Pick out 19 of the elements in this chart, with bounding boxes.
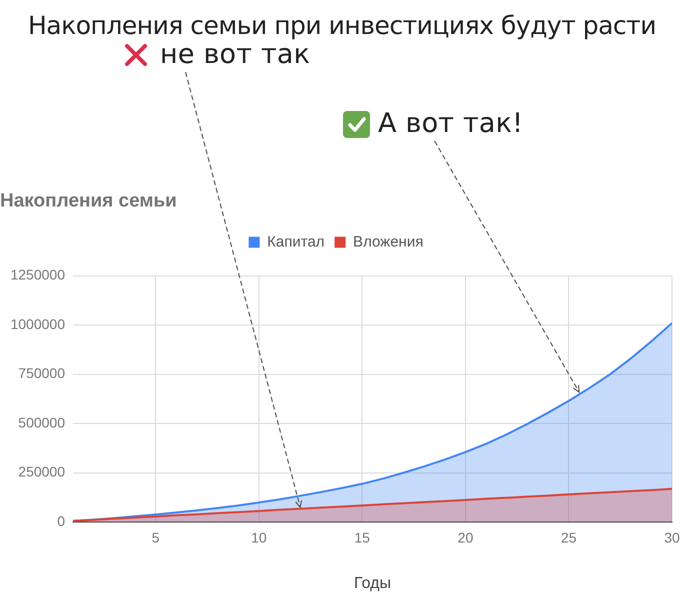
x-tick-label: 15 xyxy=(354,529,370,546)
legend-label: Капитал xyxy=(267,233,325,250)
annotation: не вот так xyxy=(160,39,310,70)
x-tick-label: 20 xyxy=(458,529,474,546)
annotation: А вот так! xyxy=(378,108,524,139)
x-tick-label: 5 xyxy=(152,529,160,546)
x-tick-label: 30 xyxy=(664,529,680,546)
x-tick-label: 25 xyxy=(560,529,577,546)
y-tick-label: 0 xyxy=(57,512,66,529)
x-axis-title: Годы xyxy=(354,574,391,592)
chart-title: Накопления семьи xyxy=(0,190,177,212)
legend-label: Вложения xyxy=(353,233,424,250)
y-tick-label: 1250000 xyxy=(10,266,66,283)
y-tick-label: 750000 xyxy=(18,365,66,382)
y-tick-label: 1000000 xyxy=(10,316,66,332)
y-tick-label: 250000 xyxy=(18,464,66,480)
text: Накопления семьи при инвестициях будут расти xyxy=(28,11,656,40)
y-tick-label: 500000 xyxy=(18,414,66,430)
x-tick-label: 10 xyxy=(251,529,267,546)
